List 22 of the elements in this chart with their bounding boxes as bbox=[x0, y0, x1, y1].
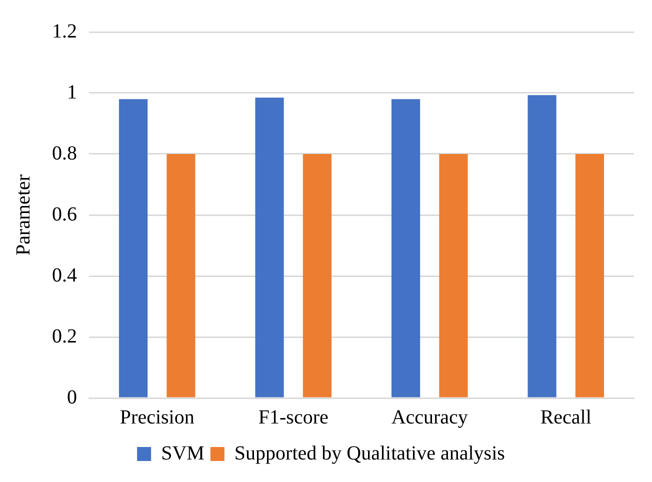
bar bbox=[118, 99, 148, 398]
y-axis-title: Parameter bbox=[12, 174, 34, 256]
bar bbox=[528, 95, 556, 398]
x-tick-label: Recall bbox=[540, 406, 592, 428]
x-tick-label: F1-score bbox=[258, 406, 328, 428]
bar bbox=[439, 154, 468, 398]
y-tick-label: 0.6 bbox=[52, 203, 77, 226]
bar bbox=[255, 98, 284, 398]
x-tick-label: Precision bbox=[120, 406, 194, 428]
y-tick-label: 1.2 bbox=[52, 20, 77, 42]
legend-label: SVM bbox=[161, 442, 205, 464]
y-tick-label: 0.2 bbox=[52, 325, 77, 348]
legend-label: Supported by Qualitative analysis bbox=[234, 442, 506, 464]
y-tick-label: 0.8 bbox=[52, 142, 77, 164]
bar bbox=[575, 154, 604, 398]
bar bbox=[302, 154, 332, 398]
x-tick-label: Accuracy bbox=[391, 406, 468, 428]
bar bbox=[166, 154, 196, 398]
y-tick-label: 1 bbox=[67, 81, 77, 104]
bar bbox=[391, 99, 420, 398]
y-tick-label: 0.4 bbox=[52, 264, 77, 286]
y-tick-label: 0 bbox=[67, 386, 77, 408]
